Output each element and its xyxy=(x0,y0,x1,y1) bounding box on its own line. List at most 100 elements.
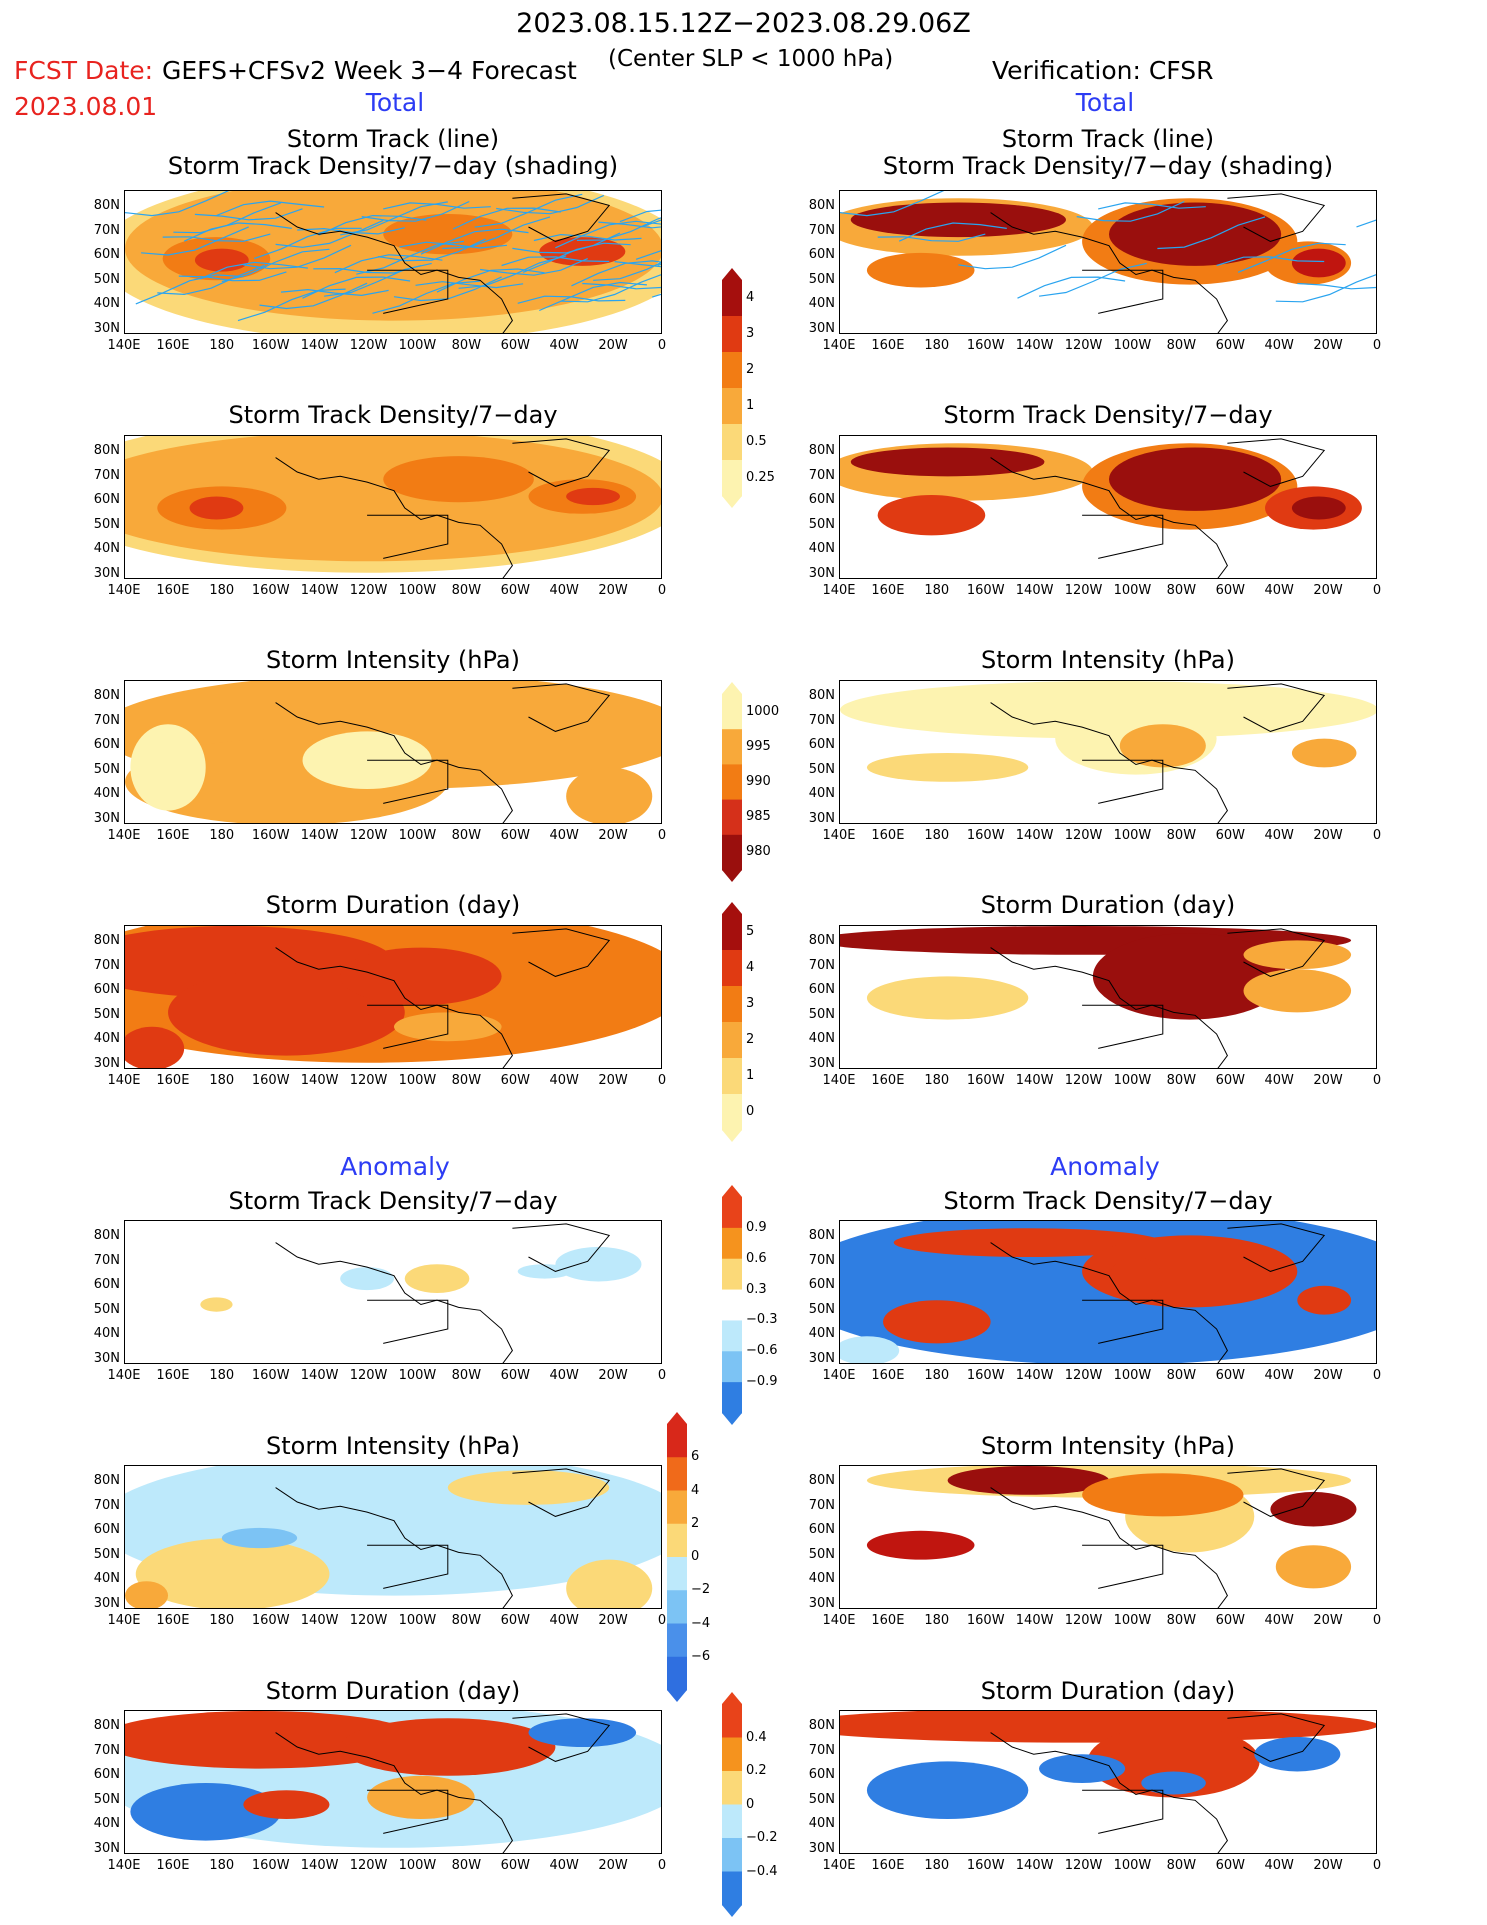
fcst-date-value: 2023.08.01 xyxy=(14,92,158,121)
forecast-model-label: GEFS+CFSv2 Week 3−4 Forecast xyxy=(162,56,577,85)
forecast-total-duration-us-states-outline xyxy=(367,1004,449,1049)
verification-total-duration-x-tick-label: 140E xyxy=(822,1073,856,1088)
colorbar-swatch xyxy=(722,1351,742,1383)
forecast-anomaly-intensity-x-tick-label: 160W xyxy=(251,1613,290,1628)
forecast-total-storm-track-track-line xyxy=(318,214,427,236)
colorbar-top-arrow xyxy=(722,1185,742,1197)
colorbar-swatch xyxy=(722,1227,742,1260)
colorbar-swatch xyxy=(722,914,742,951)
forecast-total-storm-track-track-line xyxy=(183,222,292,242)
forecast-total-duration-coastline xyxy=(275,947,513,1068)
verification-anomaly-density-y-tick-label: 40N xyxy=(808,1326,835,1341)
verification-total-storm-track-track-line xyxy=(1076,200,1185,222)
colorbar-swatch xyxy=(722,1258,742,1291)
forecast-total-density-title: Storm Track Density/7−day xyxy=(228,401,558,429)
verification-anomaly-density-shading-region-2 xyxy=(893,1228,1163,1257)
forecast-total-density-x-tick-label: 160W xyxy=(251,583,290,598)
forecast-anomaly-intensity-shading-region-4 xyxy=(566,1559,653,1608)
verification-total-density-x-tick-label: 100W xyxy=(1113,583,1152,598)
verification-anomaly-intensity-map xyxy=(839,1465,1377,1609)
verification-anomaly-duration-shading-region-6 xyxy=(1141,1771,1206,1795)
forecast-anomaly-intensity-shading-region-3 xyxy=(125,1581,169,1608)
verification-anomaly-intensity-coastline xyxy=(990,1487,1228,1608)
verification-anomaly-density-x-tick-label: 180 xyxy=(924,1368,950,1383)
forecast-anomaly-duration-us-states-outline xyxy=(367,1789,449,1834)
verification-anomaly-density-coastline xyxy=(990,1242,1228,1363)
forecast-anomaly-duration-coastline xyxy=(275,1732,513,1853)
verification-total-density-y-tick-label: 50N xyxy=(808,516,835,532)
verification-anomaly-density-x-tick-label: 0 xyxy=(1372,1368,1382,1383)
forecast-anomaly-intensity-coastline xyxy=(275,1487,513,1608)
colorbar-swatch xyxy=(722,1704,742,1738)
colorbar-swatch xyxy=(722,1094,742,1131)
verification-anomaly-duration-x-tick-label: 60W xyxy=(1215,1858,1245,1873)
forecast-total-storm-track-track-line xyxy=(372,280,481,314)
forecast-anomaly-density-y-tick-label: 50N xyxy=(93,1301,120,1317)
forecast-total-intensity-us-states-outline xyxy=(367,759,449,804)
colorbar-label: 0.25 xyxy=(746,470,775,485)
verification-total-duration-x-tick-label: 100W xyxy=(1113,1073,1152,1088)
forecast-anomaly-duration-x-tick-label: 160E xyxy=(156,1858,190,1873)
forecast-total-storm-track-track-line xyxy=(415,281,524,289)
verification-total-storm-track-x-tick-label: 40W xyxy=(1264,338,1294,353)
verification-anomaly-intensity-x-tick-label: 60W xyxy=(1215,1613,1245,1628)
verification-anomaly-intensity-y-tick-label: 30N xyxy=(808,1595,835,1611)
verification-total-density-title: Storm Track Density/7−day xyxy=(943,401,1273,429)
forecast-total-storm-track-track-line xyxy=(614,261,661,268)
verification-anomaly-density-shading-region-7 xyxy=(840,1336,900,1363)
forecast-anomaly-duration-y-tick-label: 60N xyxy=(93,1767,120,1782)
forecast-total-storm-track-track-line xyxy=(458,255,567,289)
verification-total-storm-track-y-tick-label: 30N xyxy=(808,320,835,336)
colorbar-top-arrow xyxy=(722,682,742,694)
forecast-total-storm-track-track-line xyxy=(200,261,308,280)
forecast-anomaly-duration-x-tick-label: 160W xyxy=(251,1858,290,1873)
forecast-total-duration-map xyxy=(124,925,662,1069)
verification-total-density-x-tick-label: 60W xyxy=(1215,583,1245,598)
verification-anomaly-density-x-tick-label: 60W xyxy=(1215,1368,1245,1383)
forecast-total-storm-track-x-tick-label: 120W xyxy=(349,338,388,353)
forecast-anomaly-density-map xyxy=(124,1220,662,1364)
colorbar-swatch xyxy=(722,799,742,836)
colorbar-swatch xyxy=(722,1382,742,1414)
verification-anomaly-duration-map xyxy=(839,1710,1377,1854)
colorbar-swatch xyxy=(722,1289,742,1321)
forecast-total-storm-track-shading-region-6 xyxy=(194,248,249,272)
verification-total-intensity-x-tick-label: 160E xyxy=(871,828,905,843)
forecast-anomaly-intensity-x-tick-label: 20W xyxy=(598,1613,628,1628)
verification-total-density-map xyxy=(839,435,1377,579)
verification-total-storm-track-y-tick-label: 40N xyxy=(808,296,835,311)
verification-total-intensity-x-tick-label: 20W xyxy=(1313,828,1343,843)
forecast-total-storm-track-track-line xyxy=(480,258,588,276)
colorbar-bottom-arrow xyxy=(722,496,742,508)
forecast-anomaly-intensity-x-tick-label: 60W xyxy=(500,1613,530,1628)
verification-anomaly-density-title: Storm Track Density/7−day xyxy=(943,1187,1273,1215)
verification-total-storm-track-x-tick-label: 100W xyxy=(1113,338,1152,353)
verification-total-intensity-map xyxy=(839,680,1377,824)
forecast-total-duration-y-tick-label: 80N xyxy=(93,933,120,948)
verification-total-intensity-x-tick-label: 180 xyxy=(924,828,950,843)
forecast-anomaly-density-shading-region-1 xyxy=(404,1264,470,1293)
forecast-total-storm-track-title-line-2: Storm Track Density/7−day (shading) xyxy=(167,152,619,180)
verification-total-intensity-y-tick-label: 40N xyxy=(808,786,835,801)
verification-anomaly-density-x-tick-label: 140E xyxy=(822,1368,856,1383)
forecast-anomaly-density-x-tick-label: 140E xyxy=(107,1368,141,1383)
verification-anomaly-intensity-shading-region-5 xyxy=(866,1530,975,1560)
verification-anomaly-duration-us-states-outline xyxy=(1082,1789,1164,1834)
forecast-total-duration-x-tick-label: 60W xyxy=(500,1073,530,1088)
forecast-anomaly-intensity-us-states-outline xyxy=(367,1544,449,1589)
forecast-anomaly-duration-y-tick-label: 30N xyxy=(93,1840,120,1856)
colorbar-top-arrow xyxy=(667,1412,687,1424)
verification-total-duration-x-tick-label: 160W xyxy=(966,1073,1005,1088)
forecast-total-storm-track-x-tick-label: 80W xyxy=(451,338,482,353)
verification-total-storm-track-x-tick-label: 140W xyxy=(1015,338,1054,353)
forecast-anomaly-density-greenland-outline xyxy=(512,1223,611,1272)
forecast-anomaly-intensity-y-tick-label: 70N xyxy=(93,1497,120,1513)
forecast-total-density-x-tick-label: 60W xyxy=(500,583,530,598)
colorbar-label: 0 xyxy=(746,1796,755,1812)
forecast-total-density-x-tick-label: 140E xyxy=(107,583,141,598)
colorbar-duration-total: 5 4 3 2 1 0 xyxy=(722,902,754,1146)
verification-total-duration-shading-region-4 xyxy=(1243,969,1352,1013)
forecast-anomaly-intensity-x-tick-label: 100W xyxy=(398,1613,437,1628)
forecast-total-storm-track-track-line xyxy=(501,256,610,267)
forecast-total-storm-track-track-line xyxy=(635,250,661,260)
